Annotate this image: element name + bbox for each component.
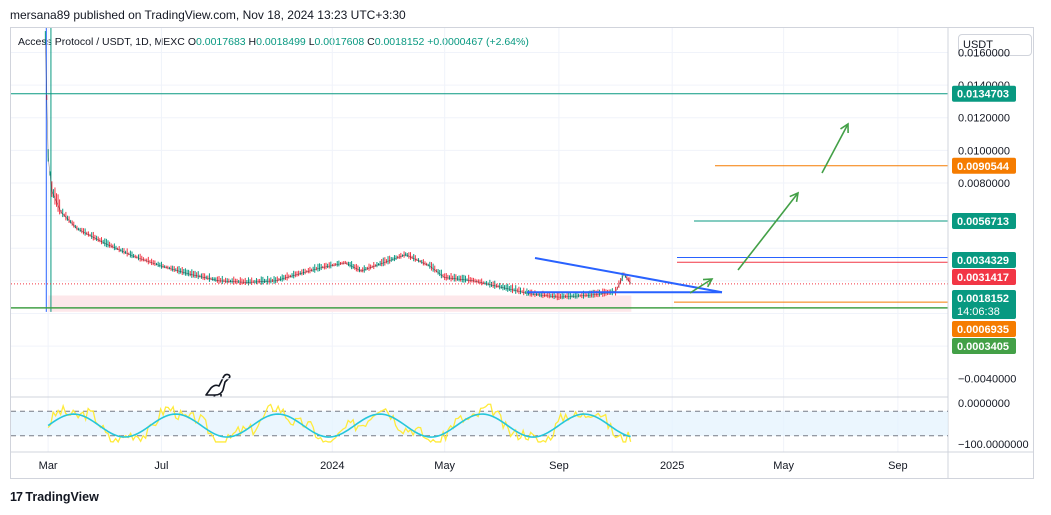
ohlc-open-value: 0.0017683 — [195, 36, 246, 48]
tradingview-logo-icon: 17 — [10, 490, 23, 504]
ohlc-low-value: 0.0017608 — [314, 36, 365, 48]
symbol-name: Access Protocol / USDT, 1D, MEXC — [18, 36, 185, 48]
chart-frame — [10, 27, 1034, 479]
ohlc-high-value: 0.0018499 — [256, 36, 306, 48]
publisher-line: mersana89 published on TradingView.com, … — [10, 8, 406, 22]
dinosaur-icon — [205, 373, 231, 398]
symbol-legend[interactable]: Access Protocol / USDT, 1D, MEXC O0.0017… — [18, 36, 529, 48]
ohlc-close-label: C — [367, 36, 375, 48]
ohlc-open-label: O — [187, 36, 196, 48]
tradingview-brand: TradingView — [25, 490, 99, 504]
tradingview-footer: 17 TradingView — [10, 490, 99, 504]
change-value: +0.0000467 (+2.64%) — [427, 36, 529, 48]
ohlc-close-value: 0.0018152 — [374, 36, 425, 48]
currency-button[interactable]: USDT — [958, 34, 1032, 56]
ohlc-high-label: H — [248, 36, 257, 48]
